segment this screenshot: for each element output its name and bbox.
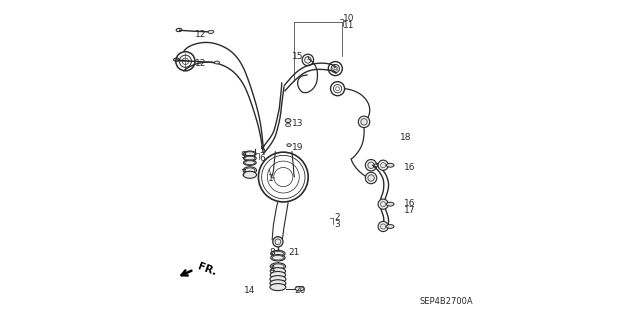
Text: 16: 16 xyxy=(404,163,415,172)
Text: 17: 17 xyxy=(404,206,415,215)
Circle shape xyxy=(365,160,377,171)
Ellipse shape xyxy=(270,280,286,287)
Ellipse shape xyxy=(243,160,256,165)
Ellipse shape xyxy=(270,263,285,270)
Ellipse shape xyxy=(270,276,286,283)
Text: 20: 20 xyxy=(294,286,306,295)
Text: 6: 6 xyxy=(259,154,265,163)
Text: 7: 7 xyxy=(240,169,246,178)
Text: SEP4B2700A: SEP4B2700A xyxy=(419,297,473,306)
Text: 14: 14 xyxy=(244,286,255,295)
Text: 8: 8 xyxy=(269,248,275,256)
Text: 1: 1 xyxy=(268,174,274,182)
Ellipse shape xyxy=(243,167,257,174)
Circle shape xyxy=(273,237,283,247)
Ellipse shape xyxy=(387,202,394,206)
Text: 10: 10 xyxy=(343,14,355,23)
Ellipse shape xyxy=(285,123,291,127)
Text: 5: 5 xyxy=(259,146,265,155)
Circle shape xyxy=(358,116,370,128)
Text: 12: 12 xyxy=(195,59,207,68)
Ellipse shape xyxy=(208,30,214,33)
Text: 16: 16 xyxy=(404,199,415,208)
Text: 11: 11 xyxy=(343,21,355,30)
Ellipse shape xyxy=(270,284,286,291)
Text: 18: 18 xyxy=(401,133,412,142)
Circle shape xyxy=(378,221,388,232)
Ellipse shape xyxy=(295,286,304,291)
Text: 19: 19 xyxy=(292,143,304,152)
Ellipse shape xyxy=(214,61,220,64)
Ellipse shape xyxy=(270,268,285,275)
Text: 2: 2 xyxy=(334,213,340,222)
Text: 13: 13 xyxy=(292,119,304,128)
Ellipse shape xyxy=(387,163,394,167)
Ellipse shape xyxy=(387,225,394,228)
Ellipse shape xyxy=(243,171,257,178)
Ellipse shape xyxy=(270,271,285,278)
Text: 15: 15 xyxy=(292,52,303,61)
Circle shape xyxy=(365,172,377,184)
Circle shape xyxy=(378,199,388,209)
Ellipse shape xyxy=(271,250,285,257)
Text: 4: 4 xyxy=(269,265,275,274)
Ellipse shape xyxy=(243,151,256,156)
Ellipse shape xyxy=(287,144,291,147)
Text: FR.: FR. xyxy=(196,262,218,278)
Text: 3: 3 xyxy=(334,220,340,229)
Text: 21: 21 xyxy=(288,248,300,256)
Ellipse shape xyxy=(243,155,256,161)
Ellipse shape xyxy=(374,164,381,167)
Ellipse shape xyxy=(285,119,291,122)
Text: 9: 9 xyxy=(240,151,246,160)
Text: 12: 12 xyxy=(195,30,207,39)
Circle shape xyxy=(378,160,388,170)
Ellipse shape xyxy=(271,255,285,261)
